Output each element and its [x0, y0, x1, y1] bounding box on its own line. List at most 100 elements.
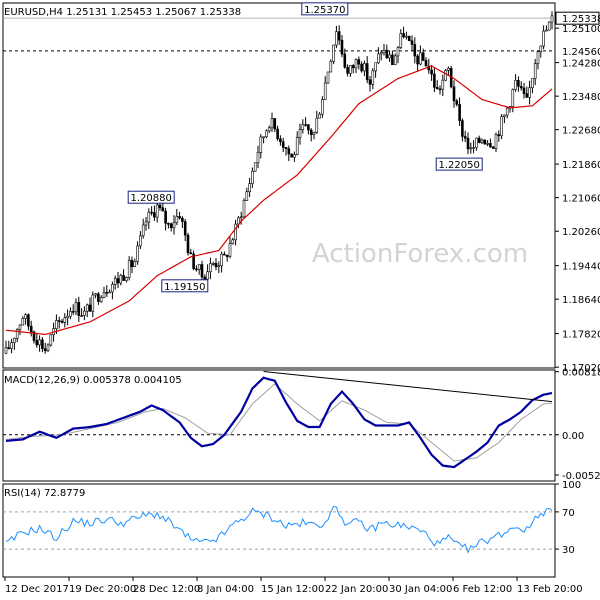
candle-body: [141, 224, 145, 237]
x-axis-tick-label: 6 Feb 12:00: [453, 584, 512, 595]
candle-body: [522, 87, 526, 94]
candle-body: [550, 15, 554, 23]
candle-body: [399, 33, 403, 48]
candle-body: [144, 221, 148, 226]
watermark: ActionForex.com: [312, 239, 528, 269]
candle-body: [46, 344, 50, 352]
candle-body: [13, 338, 16, 343]
x-axis-tick-label: 22 Jan 20:00: [325, 584, 388, 595]
price-y-tick-label: 1.22680: [562, 126, 600, 137]
candle-body: [38, 339, 41, 346]
candle-body: [10, 342, 13, 349]
macd-y-tick-label: 0.008182: [562, 368, 600, 379]
candle-body: [116, 278, 120, 284]
candle-body: [455, 100, 459, 105]
candle-body: [346, 66, 349, 74]
candle-body: [225, 254, 229, 257]
candle-body: [542, 30, 545, 47]
price-y-tick-label: 1.23480: [562, 92, 600, 103]
candle-body: [281, 141, 285, 148]
candle-body: [284, 147, 288, 149]
candle-body: [139, 235, 142, 247]
candle-body: [385, 49, 389, 59]
candle-body: [528, 87, 531, 98]
candle-body: [178, 216, 181, 219]
candle-body: [396, 47, 400, 57]
annotation-label: 1.25370: [304, 5, 345, 16]
candle-body: [371, 70, 375, 85]
candle-body: [256, 152, 260, 164]
candle-body: [491, 146, 495, 149]
candle-body: [29, 325, 33, 333]
candle-body: [71, 311, 75, 313]
candle-body: [416, 55, 419, 65]
candle-body: [413, 44, 417, 57]
candle-body: [486, 143, 489, 145]
candle-body: [113, 278, 117, 285]
candle-body: [304, 124, 307, 126]
candle-body: [21, 318, 25, 326]
candle-body: [332, 44, 335, 62]
candle-body: [391, 54, 394, 66]
candle-body: [447, 68, 450, 71]
candle-body: [379, 52, 383, 55]
candle-body: [452, 86, 456, 102]
candle-body: [24, 314, 27, 319]
candle-body: [108, 291, 111, 294]
candle-body: [545, 29, 548, 32]
candle-body: [85, 304, 89, 312]
candle-body: [102, 292, 106, 298]
candle-body: [231, 239, 235, 244]
candle-body: [301, 124, 305, 130]
candle-body: [181, 217, 184, 222]
price-y-tick-label: 1.20260: [562, 227, 600, 238]
candle-body: [111, 284, 114, 293]
candle-body: [312, 132, 316, 135]
rsi-line: [5, 505, 553, 554]
candle-body: [223, 253, 226, 256]
candle-body: [343, 53, 347, 68]
candle-body: [136, 245, 139, 262]
level-price-label: 1.24560: [562, 47, 600, 58]
candle-body: [94, 293, 97, 296]
annotation-label: 1.20880: [131, 193, 172, 204]
macd-frame: [2, 369, 556, 482]
price-panel: 1.25100 1.24280 1.23480 1.22680 1.21860 1.210…: [2, 2, 600, 374]
candle-body: [7, 347, 11, 349]
candle-body: [349, 65, 352, 74]
candle-body: [480, 139, 484, 143]
candle-body: [472, 147, 475, 149]
x-axis-tick-label: 19 Dec 20:00: [69, 584, 136, 595]
candle-body: [458, 104, 461, 121]
candle-body: [217, 265, 221, 268]
candle-body: [200, 264, 204, 278]
candle-body: [4, 347, 8, 354]
macd-panel: 0.008182 0.00 -0.005223: [2, 368, 600, 482]
candle-body: [407, 35, 411, 41]
price-y-tick-label: 1.17820: [562, 330, 600, 341]
candle-body: [273, 118, 277, 130]
candle-body: [500, 116, 503, 137]
candle-body: [27, 314, 30, 327]
candle-body: [197, 264, 201, 270]
annotation-label: 1.19150: [164, 282, 205, 293]
macd-signal-line: [5, 383, 553, 462]
candle-body: [424, 60, 428, 67]
candle-body: [127, 259, 131, 278]
candle-body: [497, 134, 501, 137]
candle-body: [360, 63, 363, 72]
candle-body: [279, 138, 282, 143]
candle-body: [435, 87, 439, 90]
candle-body: [251, 170, 254, 184]
candle-body: [133, 261, 137, 268]
x-axis-tick-label: 15 Jan 12:00: [261, 584, 324, 595]
candle-body: [203, 276, 207, 280]
candle-body: [105, 292, 109, 294]
candle-body: [444, 70, 447, 81]
candle-body: [321, 99, 324, 115]
candle-body: [167, 222, 170, 225]
candle-body: [340, 39, 344, 55]
candle-body: [402, 33, 405, 38]
price-y-tick-label: 1.18640: [562, 295, 600, 306]
candle-body: [531, 78, 534, 89]
